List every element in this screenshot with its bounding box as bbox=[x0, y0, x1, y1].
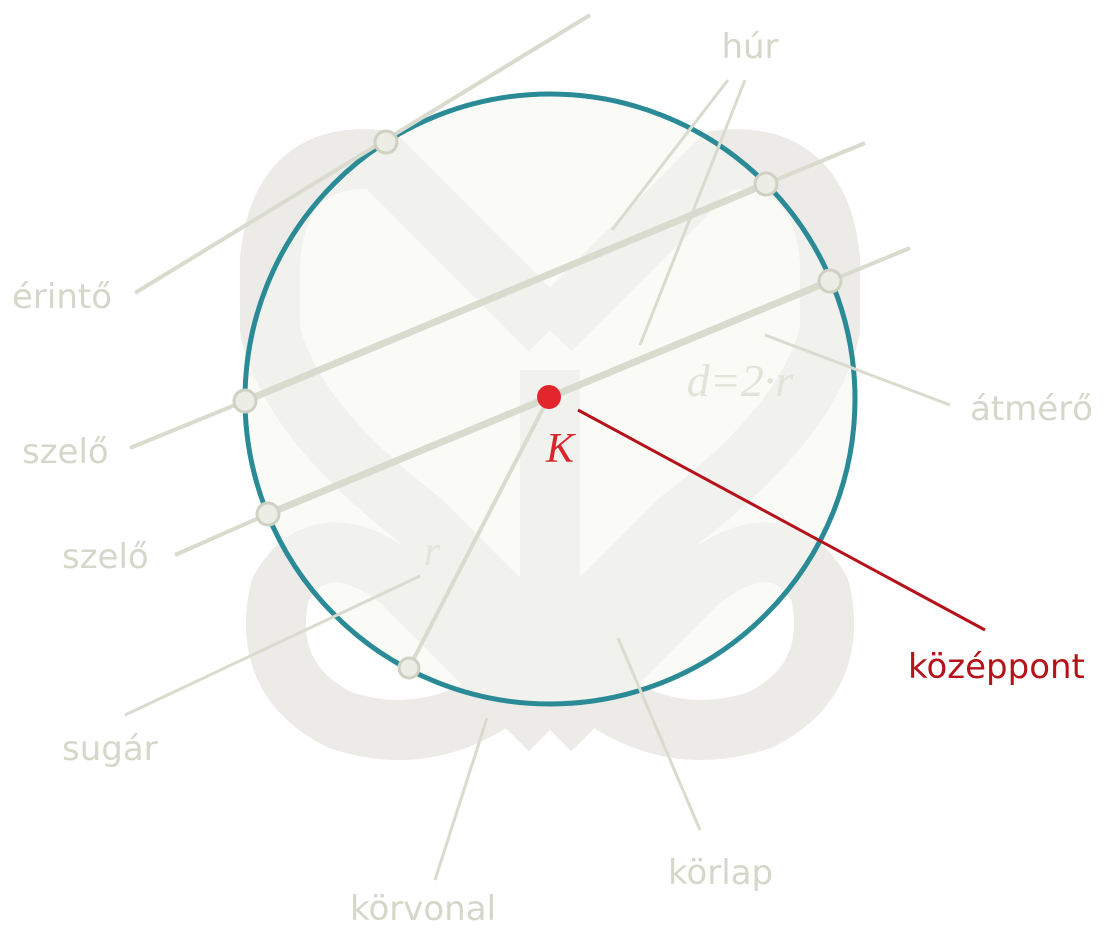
intersection-point bbox=[234, 390, 256, 412]
center-label: középpont bbox=[908, 647, 1085, 687]
tangent-label: érintő bbox=[12, 277, 112, 317]
intersection-point bbox=[257, 503, 279, 525]
center-point bbox=[537, 385, 561, 409]
circumference-label: körvonal bbox=[350, 889, 496, 929]
secant-line bbox=[130, 401, 245, 448]
diagram: húr érintő szelő szelő átmérő középpont … bbox=[0, 0, 1107, 929]
radius-label: sugár bbox=[62, 729, 158, 769]
intersection-point bbox=[755, 173, 777, 195]
intersection-point bbox=[819, 270, 841, 292]
chord-label: húr bbox=[721, 27, 778, 67]
center-symbol: K bbox=[545, 426, 576, 472]
secant-line bbox=[175, 514, 268, 555]
disk-label: körlap bbox=[668, 853, 773, 893]
tangent-point bbox=[375, 131, 397, 153]
diameter-label: átmérő bbox=[970, 389, 1093, 429]
diameter-formula: d=2·r bbox=[687, 355, 795, 406]
secant-label: szelő bbox=[62, 537, 149, 577]
radius-point bbox=[399, 658, 419, 678]
secant-label: szelő bbox=[22, 432, 109, 472]
radius-symbol: r bbox=[424, 529, 441, 575]
